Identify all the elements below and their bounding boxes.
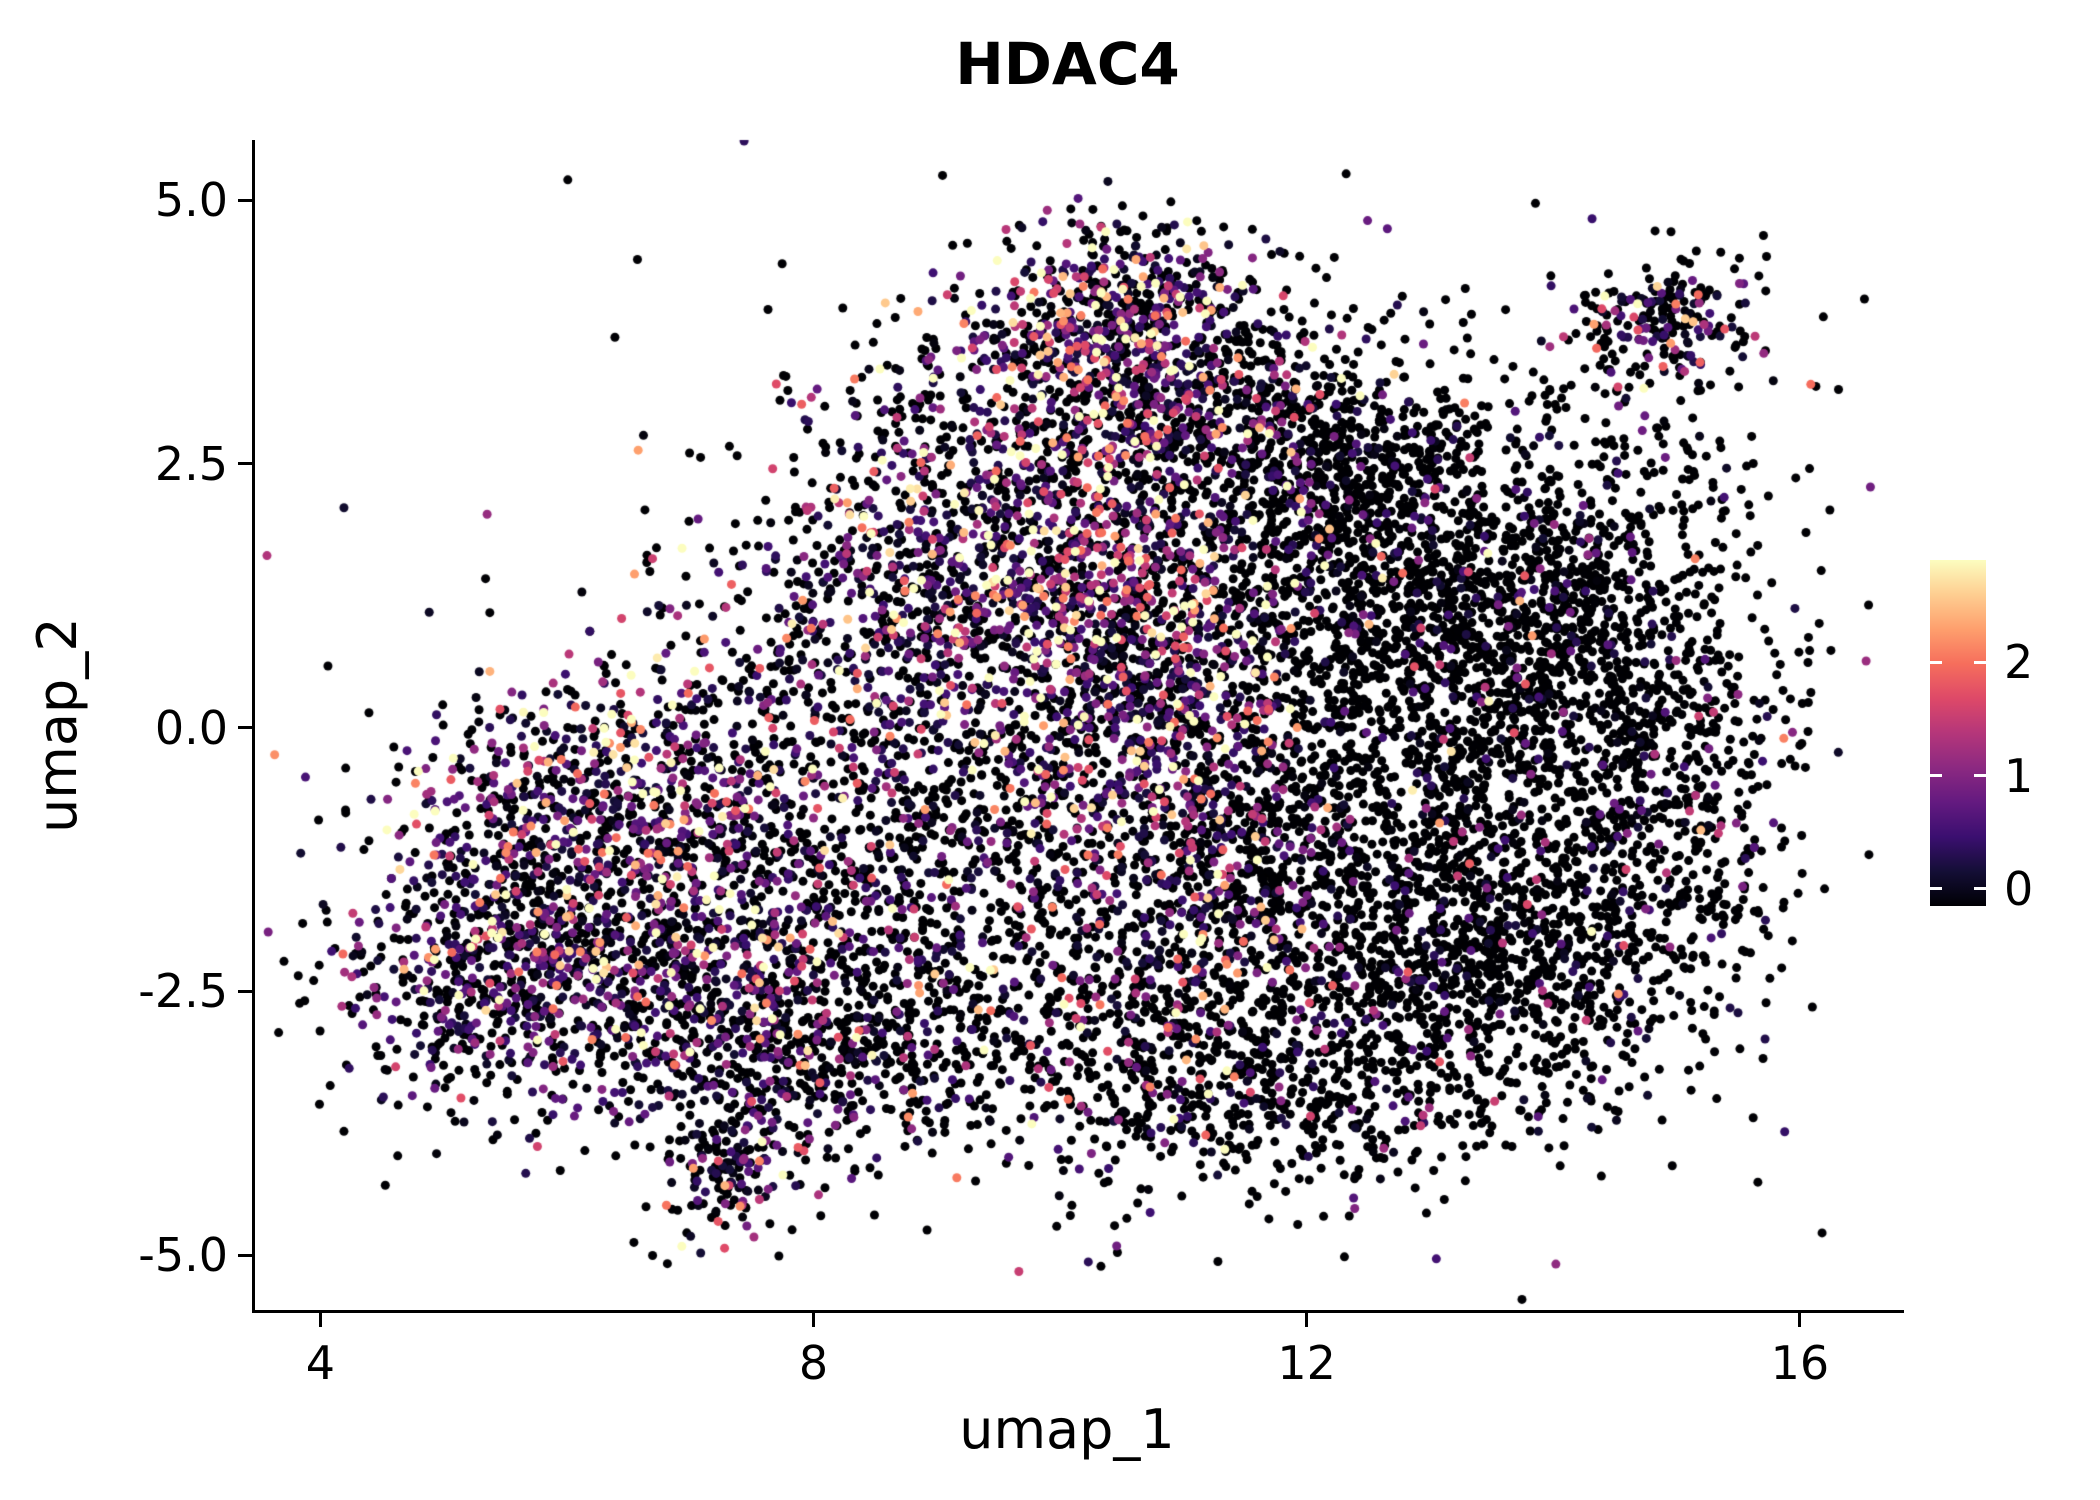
y-axis-line: [252, 140, 255, 1313]
y-tick-mark: [238, 726, 252, 730]
colorbar-gradient: [1930, 560, 1986, 906]
x-axis-line: [252, 1310, 1904, 1313]
y-tick-mark: [238, 462, 252, 466]
y-tick-mark: [238, 1253, 252, 1257]
colorbar-tick-label: 2: [2004, 635, 2034, 690]
y-tick-mark: [238, 198, 252, 202]
y-tick-label: -2.5: [138, 964, 228, 1019]
y-tick-label: 0.0: [154, 700, 228, 755]
x-axis-label: umap_1: [959, 1398, 1175, 1461]
colorbar-tick-mark: [1974, 887, 1986, 891]
x-tick-label: 8: [798, 1336, 829, 1390]
colorbar-tick-label: 1: [2004, 748, 2034, 803]
x-tick-label: 16: [1770, 1336, 1830, 1390]
x-tick-mark: [812, 1313, 816, 1327]
x-tick-label: 4: [305, 1336, 335, 1390]
colorbar-tick-label: 0: [2004, 861, 2034, 916]
x-tick-label: 12: [1277, 1336, 1336, 1390]
y-tick-label: -5.0: [138, 1228, 228, 1283]
colorbar-tick-mark: [1930, 887, 1942, 891]
x-tick-mark: [318, 1313, 322, 1327]
x-tick-mark: [1798, 1313, 1802, 1327]
colorbar-tick-mark: [1930, 774, 1942, 778]
colorbar-tick-mark: [1930, 660, 1942, 664]
colorbar: [1930, 560, 1986, 906]
colorbar-tick-mark: [1974, 774, 1986, 778]
page-title: HDAC4: [955, 30, 1180, 98]
y-tick-label: 2.5: [154, 436, 228, 491]
y-tick-mark: [238, 989, 252, 993]
colorbar-tick-mark: [1974, 660, 1986, 664]
x-tick-mark: [1305, 1313, 1309, 1327]
y-tick-label: 5.0: [154, 173, 228, 228]
